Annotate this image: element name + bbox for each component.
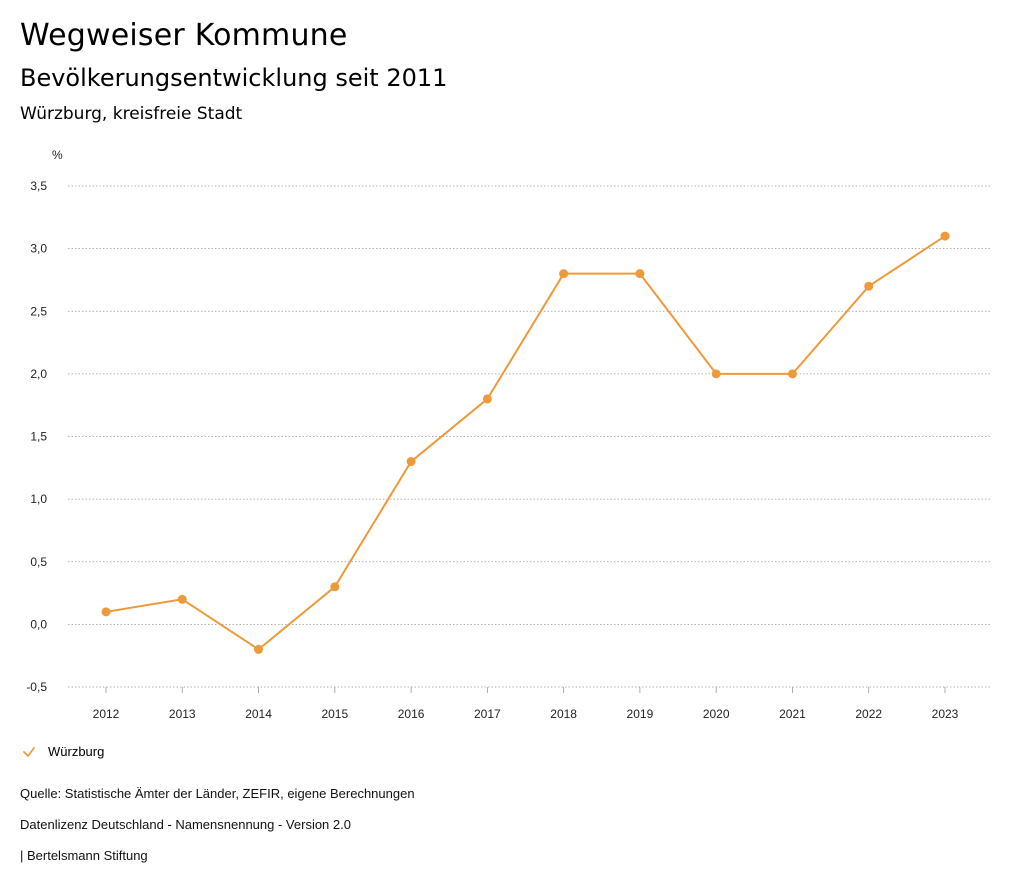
y-tick-label: 3,0 — [30, 242, 47, 256]
data-point[interactable] — [101, 607, 111, 617]
data-point[interactable] — [940, 231, 950, 241]
y-axis-ticks: -0,5 0,0 0,5 1,0 1,5 2,0 2,5 3,0 3,5 — [26, 179, 47, 694]
x-axis-ticks: 2012 2013 2014 2015 2016 2017 2018 2019 2020 2021… — [93, 687, 959, 721]
check-icon — [23, 746, 35, 757]
legend-label: Würzburg — [48, 744, 105, 759]
series-line — [105, 235, 946, 651]
y-tick-label: -0,5 — [26, 680, 47, 694]
y-tick-label: 0,0 — [30, 617, 47, 631]
x-tick-label: 2020 — [703, 707, 730, 721]
data-point[interactable] — [482, 394, 492, 404]
license-note: Datenlizenz Deutschland - Namensnennung … — [20, 817, 351, 832]
chart-subtitle: Bevölkerungsentwicklung seit 2011 — [20, 64, 448, 92]
data-point[interactable] — [559, 269, 569, 279]
x-tick-label: 2014 — [245, 707, 272, 721]
data-point[interactable] — [406, 457, 416, 467]
source-note: Quelle: Statistische Ämter der Länder, Z… — [20, 786, 415, 801]
x-tick-label: 2018 — [550, 707, 577, 721]
legend[interactable]: Würzburg — [22, 744, 104, 759]
data-point[interactable] — [787, 369, 797, 379]
region-label: Würzburg, kreisfreie Stadt — [20, 104, 243, 124]
data-point[interactable] — [177, 594, 187, 604]
x-tick-label: 2017 — [474, 707, 501, 721]
page-title: Wegweiser Kommune — [20, 18, 348, 53]
y-tick-label: 1,5 — [30, 430, 47, 444]
x-tick-label: 2019 — [627, 707, 654, 721]
y-axis-unit: % — [52, 148, 63, 162]
x-tick-label: 2013 — [169, 707, 196, 721]
x-tick-label: 2021 — [779, 707, 806, 721]
x-tick-label: 2016 — [398, 707, 425, 721]
data-point[interactable] — [864, 281, 874, 291]
x-tick-label: 2015 — [321, 707, 348, 721]
grid-lines — [68, 185, 990, 688]
data-point[interactable] — [330, 582, 340, 592]
y-tick-label: 2,0 — [30, 367, 47, 381]
y-tick-label: 3,5 — [30, 179, 47, 193]
data-point[interactable] — [254, 644, 264, 654]
x-tick-label: 2012 — [93, 707, 120, 721]
y-tick-label: 2,5 — [30, 304, 47, 318]
y-tick-label: 0,5 — [30, 555, 47, 569]
data-point[interactable] — [711, 369, 721, 379]
series-layer — [101, 231, 950, 654]
publisher-note: | Bertelsmann Stiftung — [20, 848, 148, 863]
data-point[interactable] — [635, 269, 645, 279]
y-tick-label: 1,0 — [30, 492, 47, 506]
x-tick-label: 2022 — [855, 707, 882, 721]
x-tick-label: 2023 — [932, 707, 959, 721]
line-chart: % -0,50,00,51,01,52,02,53,03,5 2012 2013 2… — [26, 148, 990, 721]
